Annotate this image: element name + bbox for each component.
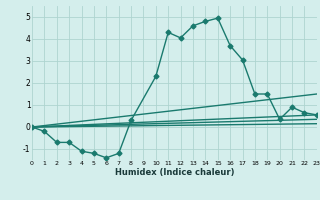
X-axis label: Humidex (Indice chaleur): Humidex (Indice chaleur) [115, 168, 234, 177]
